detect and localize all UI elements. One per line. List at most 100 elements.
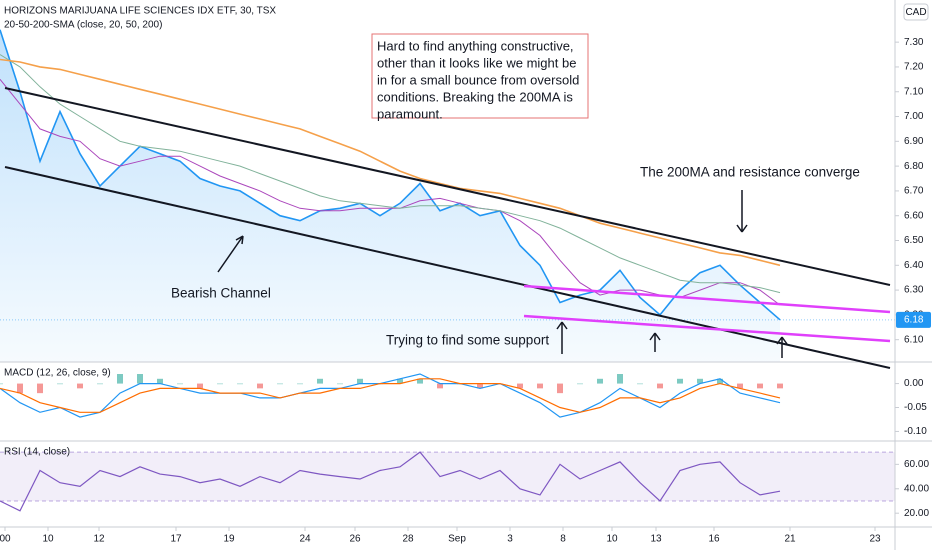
histogram-bar (597, 378, 603, 384)
annotation: The 200MA and resistance converge (640, 165, 860, 180)
y-tick-label: -0.05 (904, 402, 927, 413)
histogram-bar (97, 383, 103, 385)
x-tick-label: 3 (507, 534, 513, 545)
annotation: Trying to find some support (386, 333, 549, 348)
histogram-bar (477, 383, 483, 389)
series-line (0, 451, 781, 512)
histogram-bar (677, 378, 683, 384)
histogram-bar (557, 383, 563, 394)
y-tick-label: 6.30 (904, 285, 924, 296)
series-line (0, 58, 781, 267)
histogram-bar (157, 378, 163, 384)
x-tick-label: 13 (650, 534, 662, 545)
y-tick-label: 6.70 (904, 186, 924, 197)
y-tick-label: 6.40 (904, 260, 924, 271)
note-line: other than it looks like we might be (377, 55, 576, 70)
y-tick-label: 40.00 (904, 483, 929, 494)
series-line (0, 373, 781, 418)
histogram-bar (17, 383, 23, 394)
x-tick-label: 17 (170, 534, 182, 545)
currency: CAD (905, 7, 926, 18)
y-tick-label: 60.00 (904, 459, 929, 470)
channel-line (4, 166, 891, 369)
y-tick-label: 6.90 (904, 136, 924, 147)
channel-line (4, 87, 891, 286)
price-area (0, 29, 780, 363)
histogram-bar (37, 383, 43, 394)
histogram-bar (757, 383, 763, 389)
note: Hard to find anything constructive, othe… (371, 33, 589, 121)
note-line: conditions. Breaking the 200MA is (377, 89, 573, 104)
y-tick-label: 0.00 (904, 378, 924, 389)
last-price-box (896, 311, 931, 328)
y-tick-label: 20.00 (904, 508, 929, 519)
x-tick-label: 8 (560, 534, 566, 545)
x-tick-label: 16 (708, 534, 720, 545)
histogram-bar (57, 383, 63, 385)
histogram-bar (617, 374, 623, 384)
histogram-bar (517, 383, 523, 389)
histogram-bar (657, 383, 663, 389)
histogram-bar (237, 383, 243, 385)
x-tick-label: 10 (42, 534, 54, 545)
y-tick-label: 7.20 (904, 62, 924, 73)
histogram-bar (637, 383, 643, 385)
y-tick-label: 7.10 (904, 86, 924, 97)
histogram-bar (117, 374, 123, 384)
histogram-bar (337, 383, 343, 385)
histogram-bar (417, 378, 423, 384)
histogram-bar (217, 383, 223, 385)
histogram-bar (137, 374, 143, 384)
support-line (523, 314, 891, 343)
x-tick-label: 19 (223, 534, 235, 545)
currency-box (903, 3, 929, 21)
x-tick-label: Sep (448, 534, 466, 545)
histogram-bar (197, 383, 203, 389)
x-tick-label: 23 (869, 534, 881, 545)
pane-title: MACD (12, 26, close, 9) (4, 368, 111, 379)
y-tick-label: 7.00 (904, 111, 924, 122)
note-line: paramount. (377, 106, 443, 121)
rsi-band (0, 452, 895, 501)
note-box (371, 33, 589, 119)
y-tick-label: 6.80 (904, 161, 924, 172)
panes: 6.106.206.306.406.506.606.706.806.907.00… (0, 29, 931, 545)
x-tick-label: 21 (784, 534, 796, 545)
x-tick-label: 12 (93, 534, 105, 545)
histogram-bar (317, 378, 323, 384)
symbol-title: HORIZONS MARIJUANA LIFE SCIENCES IDX ETF… (4, 6, 276, 17)
arrows (217, 190, 788, 358)
y-tick-label: 6.10 (904, 334, 924, 345)
histogram-bar (717, 378, 723, 384)
histogram-bar (537, 383, 543, 389)
histogram-bar (77, 383, 83, 389)
histogram-bar (777, 383, 783, 389)
support-line (523, 284, 891, 314)
indicator-title: 20-50-200-SMA (close, 20, 50, 200) (4, 20, 162, 31)
histogram-bar (397, 378, 403, 384)
annotation: Bearish Channel (171, 286, 271, 301)
histogram-bar (697, 378, 703, 384)
histogram-bar (437, 383, 443, 389)
histogram-bar (737, 383, 743, 389)
histogram-bar (277, 383, 283, 385)
x-tick-label: 26 (349, 534, 361, 545)
x-tick-label: 28 (402, 534, 414, 545)
x-tick-label: 10 (606, 534, 618, 545)
histogram-bar (0, 383, 3, 385)
histogram-bar (297, 383, 303, 385)
y-tick-label: 7.30 (904, 37, 924, 48)
histogram-bar (577, 383, 583, 385)
pane-title: RSI (14, close) (4, 447, 70, 458)
last-price-label: 6.18 (904, 314, 924, 325)
series-line (0, 54, 781, 294)
y-tick-label: 6.60 (904, 210, 924, 221)
y-tick-label: -0.10 (904, 426, 927, 437)
x-tick-label: 24 (299, 534, 311, 545)
price-line (0, 29, 781, 321)
y-tick-label: 6.50 (904, 235, 924, 246)
note-line: in for a small bounce from oversold (377, 72, 579, 87)
histogram-bar (257, 383, 263, 389)
histogram-bar (357, 378, 363, 384)
